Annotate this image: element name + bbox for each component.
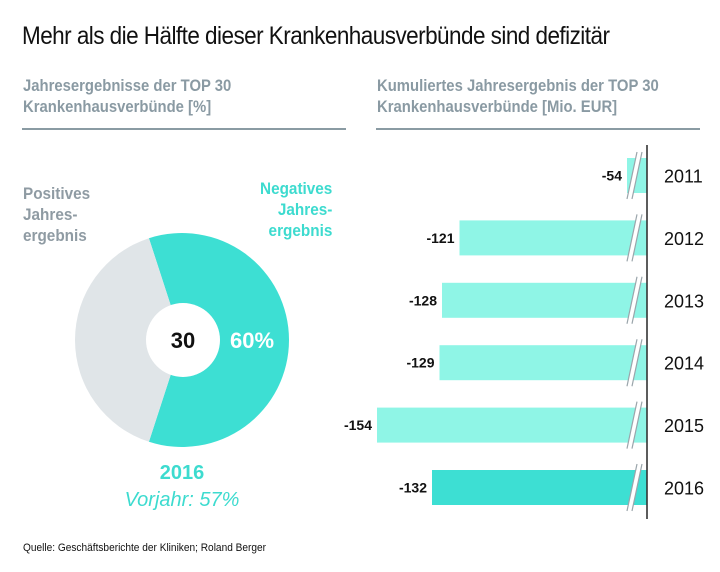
legend-positive-line1: Positives bbox=[23, 184, 91, 203]
legend-negative-line2: Jahres- bbox=[277, 200, 332, 219]
bar-2012 bbox=[459, 220, 647, 256]
axis-break-gap bbox=[627, 276, 642, 324]
right-heading-line2: Krankenhausverbünde [Mio. EUR] bbox=[377, 98, 618, 116]
bar-category-label: 2011 bbox=[664, 167, 703, 187]
axis-break-mark bbox=[626, 339, 638, 387]
donut-center-label: 30 bbox=[171, 328, 195, 353]
donut-chart: 30 60% bbox=[74, 233, 289, 447]
previous-year-note: Vorjahr: 57% bbox=[124, 489, 240, 511]
axis-break-gap bbox=[627, 401, 642, 449]
right-heading-line1: Kumuliertes Jahresergebnis der TOP 30 bbox=[377, 77, 659, 95]
legend-positive-line3: ergebnis bbox=[23, 226, 87, 245]
legend-negative: Negatives Jahres- ergebnis bbox=[260, 178, 332, 241]
axis-break-gap bbox=[627, 464, 642, 511]
bar-category-label: 2016 bbox=[664, 479, 704, 499]
legend-negative-line3: ergebnis bbox=[268, 221, 332, 240]
axis-break-gap bbox=[627, 339, 642, 387]
legend-positive: Positives Jahres- ergebnis bbox=[23, 183, 90, 246]
left-heading-line1: Jahresergebnisse der TOP 30 bbox=[23, 77, 232, 95]
axis-break-mark bbox=[626, 463, 638, 512]
bar-category-label: 2015 bbox=[664, 416, 704, 436]
donut-slice-positive bbox=[74, 238, 182, 442]
left-heading-rule bbox=[22, 128, 346, 130]
left-panel-heading: Jahresergebnisse der TOP 30 Krankenhausv… bbox=[23, 76, 231, 118]
left-heading-line2: Krankenhausverbünde [%] bbox=[23, 98, 212, 116]
legend-negative-line1: Negatives bbox=[259, 179, 332, 198]
bar-2014 bbox=[439, 345, 647, 381]
axis-break-mark bbox=[631, 276, 643, 324]
bar-chart: -54 2011 -121 2012 -128 2013 -129 2014 -154 2015 -… bbox=[344, 151, 704, 512]
axis-break-mark bbox=[631, 463, 643, 512]
donut-hole bbox=[146, 303, 220, 377]
bar-category-label: 2012 bbox=[664, 229, 704, 249]
bar-2015 bbox=[377, 407, 647, 443]
axis-break-mark bbox=[626, 214, 638, 262]
bar-category-label: 2013 bbox=[664, 291, 704, 311]
axis-break-mark bbox=[631, 151, 643, 200]
bar-value-label: -121 bbox=[426, 230, 454, 246]
bar-value-label: -132 bbox=[399, 480, 427, 496]
chart-title: Mehr als die Hälfte dieser Krankenhausve… bbox=[22, 22, 610, 50]
axis-break-gap bbox=[627, 214, 642, 262]
axis-break-mark bbox=[631, 214, 643, 262]
right-panel-heading: Kumuliertes Jahresergebnis der TOP 30 Kr… bbox=[377, 76, 659, 118]
axis-break-gap bbox=[627, 152, 642, 199]
donut-percent-label: 60% bbox=[230, 328, 274, 353]
bar-2016 bbox=[432, 470, 647, 505]
axis-break-mark bbox=[626, 276, 638, 324]
bar-value-label: -128 bbox=[409, 292, 437, 308]
donut-year: 2016 bbox=[159, 462, 205, 484]
bar-category-label: 2014 bbox=[664, 354, 704, 374]
bar-2013 bbox=[442, 282, 647, 318]
right-heading-rule bbox=[376, 128, 700, 130]
axis-break-mark bbox=[631, 401, 643, 449]
axis-break-mark bbox=[626, 401, 638, 449]
axis-break-mark bbox=[631, 339, 643, 387]
legend-positive-line2: Jahres- bbox=[23, 205, 78, 224]
source-note: Quelle: Geschäftsberichte der Kliniken; … bbox=[23, 542, 267, 554]
axis-break-mark bbox=[626, 151, 638, 200]
bar-value-label: -54 bbox=[602, 168, 622, 184]
bar-value-label: -129 bbox=[406, 355, 434, 371]
bar-value-label: -154 bbox=[344, 417, 372, 433]
